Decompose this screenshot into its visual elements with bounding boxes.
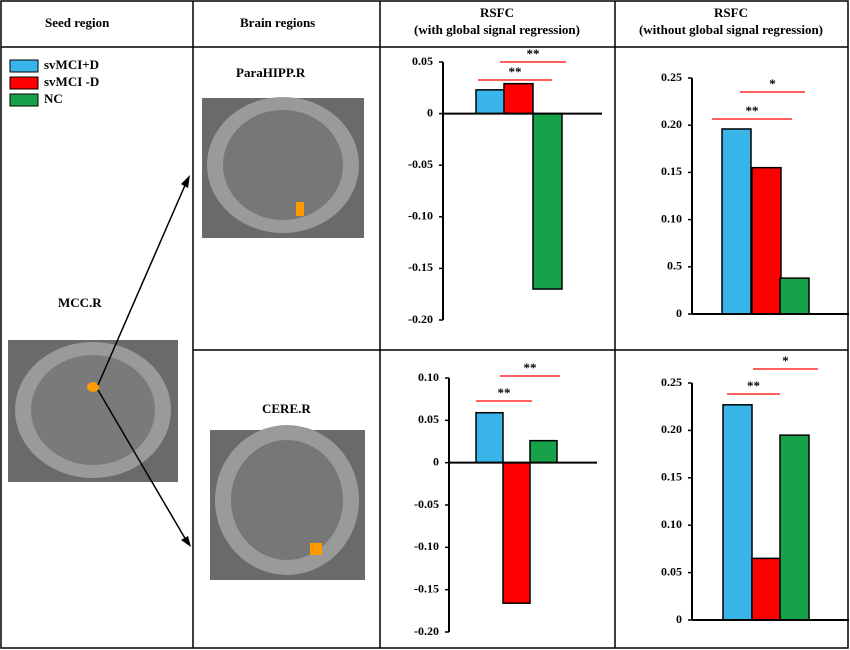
y-tick-label: 0.25 [661,375,682,389]
bar [721,128,752,315]
y-tick-label: 0.05 [418,412,439,426]
header: Seed region [45,15,110,30]
significance-label: ** [509,64,522,79]
y-tick-label: 0 [676,612,682,626]
significance-label: ** [498,385,511,400]
header: RSFC [480,5,514,20]
header: (with global signal regression) [414,22,580,37]
y-tick-label: -0.10 [408,209,433,223]
significance-label: * [782,353,789,368]
y-tick-label: -0.15 [408,260,433,274]
significance-label: ** [746,103,759,118]
brain-region: ParaHIPP.R [236,65,306,80]
y-tick-label: -0.05 [414,497,439,511]
header: (without global signal regression) [639,22,823,37]
significance-label: * [769,76,776,91]
y-tick-label: -0.20 [414,624,439,638]
y-tick-label: 0 [427,105,433,119]
y-tick-label: -0.15 [414,581,439,595]
significance-label: ** [527,46,540,61]
legend-swatch [9,76,39,90]
y-tick-label: 0.05 [661,564,682,578]
legend-swatch [9,59,39,73]
bar [779,434,810,621]
bar [475,89,506,115]
y-tick-label: 0.25 [661,70,682,84]
legend-label: svMCI -D [44,74,99,89]
y-tick-label: 0.20 [661,422,682,436]
bar [751,166,782,315]
bar [502,461,531,604]
y-tick-label: -0.05 [408,157,433,171]
y-tick-label: 0.05 [412,54,433,68]
y-tick-label: -0.20 [408,312,433,326]
bar [532,112,563,290]
significance-label: ** [524,360,537,375]
brain-region: CERE.R [262,401,311,416]
y-tick-label: 0.10 [661,211,682,225]
header: RSFC [714,5,748,20]
seed-region: MCC.R [58,295,102,310]
bar [503,82,534,115]
bar [751,557,782,621]
y-tick-label: 0.10 [418,370,439,384]
legend-swatch [9,93,39,107]
y-tick-label: 0 [433,454,439,468]
y-tick-label: -0.10 [414,539,439,553]
bar [475,411,504,464]
legend-label: svMCI+D [44,57,99,72]
y-tick-label: 0.5 [667,259,682,273]
header: Brain regions [240,15,315,30]
y-tick-label: 0.15 [661,164,682,178]
bar [779,277,810,315]
y-tick-label: 0.10 [661,517,682,531]
brain-images [8,97,365,580]
y-tick-label: 0.15 [661,470,682,484]
y-tick-label: 0 [676,306,682,320]
bar [722,404,753,621]
y-tick-label: 0.20 [661,117,682,131]
legend-label: NC [44,91,63,106]
significance-label: ** [747,378,760,393]
bar [529,439,558,464]
